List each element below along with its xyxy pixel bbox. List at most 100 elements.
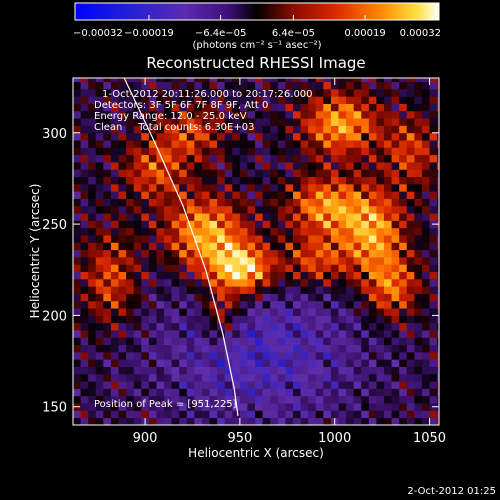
heatmap-cell	[126, 205, 135, 214]
heatmap-cell	[255, 132, 264, 141]
heatmap-cell	[429, 118, 438, 126]
heatmap-cell	[308, 366, 317, 375]
heatmap-cell	[80, 388, 89, 397]
heatmap-cell	[126, 249, 135, 258]
heatmap-cell	[217, 81, 226, 90]
heatmap-cell	[300, 242, 309, 251]
heatmap-cell	[399, 213, 408, 221]
heatmap-cell	[164, 322, 173, 331]
heatmap-cell	[156, 103, 165, 112]
heatmap-cell	[285, 403, 294, 411]
heatmap-cell	[338, 154, 347, 163]
heatmap-cell	[399, 373, 408, 382]
heatmap-cell	[103, 118, 112, 126]
heatmap-cell	[179, 88, 188, 97]
heatmap-cell	[224, 88, 233, 97]
heatmap-cell	[300, 395, 309, 404]
heatmap-cell	[330, 235, 339, 243]
heatmap-cell	[368, 242, 377, 251]
heatmap-cell	[429, 140, 438, 148]
heatmap-cell	[148, 344, 157, 353]
heatmap-cell	[330, 227, 339, 236]
heatmap-cell	[338, 271, 347, 280]
heatmap-cell	[255, 330, 264, 338]
heatmap-cell	[330, 395, 339, 404]
heatmap-cell	[247, 403, 256, 411]
heatmap-cell	[323, 176, 332, 185]
heatmap-cell	[247, 344, 256, 353]
heatmap-cell	[224, 81, 233, 90]
heatmap-cell	[232, 381, 241, 389]
heatmap-cell	[323, 381, 332, 389]
heatmap-cell	[103, 176, 112, 185]
heatmap-cell	[239, 213, 248, 221]
heatmap-cell	[217, 213, 226, 221]
heatmap-cell	[73, 162, 81, 170]
heatmap-cell	[323, 395, 332, 404]
heatmap-cell	[323, 213, 332, 221]
heatmap-cell	[156, 249, 165, 258]
heatmap-cell	[270, 140, 279, 148]
heatmap-cell	[201, 330, 210, 338]
heatmap-cell	[126, 147, 135, 156]
heatmap-cell	[88, 154, 97, 163]
heatmap-cell	[201, 205, 210, 214]
heatmap-cell	[194, 88, 203, 97]
heatmap-cell	[156, 162, 165, 170]
heatmap-cell	[353, 96, 362, 104]
heatmap-cell	[346, 373, 355, 382]
heatmap-cell	[224, 198, 233, 207]
heatmap-cell	[95, 308, 104, 316]
heatmap-cell	[429, 337, 438, 346]
heatmap-cell	[376, 88, 385, 97]
heatmap-cell	[255, 235, 264, 243]
heatmap-cell	[232, 227, 241, 236]
heatmap-cell	[384, 205, 392, 214]
heatmap-cell	[315, 140, 324, 148]
heatmap-cell	[255, 322, 264, 331]
heatmap-cell	[330, 125, 339, 134]
heatmap-cell	[148, 381, 157, 389]
heatmap-cell	[292, 315, 301, 324]
heatmap-cell	[361, 96, 370, 104]
heatmap-cell	[95, 235, 104, 243]
heatmap-cell	[247, 140, 256, 148]
heatmap-cell	[338, 220, 347, 229]
heatmap-cell	[437, 278, 439, 287]
heatmap-cell	[376, 300, 385, 309]
heatmap-cell	[239, 264, 248, 272]
heatmap-cell	[292, 344, 301, 353]
heatmap-cell	[126, 381, 135, 389]
heatmap-cell	[80, 205, 89, 214]
heatmap-cell	[103, 103, 112, 112]
heatmap-cell	[133, 351, 142, 360]
heatmap-cell	[353, 162, 362, 170]
heatmap-cell	[330, 96, 339, 104]
heatmap-cell	[406, 308, 415, 316]
heatmap-cell	[201, 198, 210, 207]
heatmap-cell	[118, 154, 127, 163]
heatmap-cell	[292, 264, 301, 272]
heatmap-cell	[224, 256, 233, 265]
heatmap-cell	[133, 162, 142, 170]
heatmap-cell	[399, 388, 408, 397]
heatmap-cell	[209, 322, 218, 331]
heatmap-cell	[255, 88, 264, 97]
heatmap-cell	[186, 315, 195, 324]
heatmap-cell	[270, 315, 279, 324]
heatmap-cell	[391, 220, 400, 229]
heatmap-cell	[156, 154, 165, 163]
heatmap-cell	[330, 344, 339, 353]
heatmap-cell	[315, 286, 324, 294]
heatmap-cell	[368, 191, 377, 199]
heatmap-cell	[368, 351, 377, 360]
heatmap-cell	[118, 315, 127, 324]
heatmap-cell	[194, 96, 203, 104]
heatmap-cell	[338, 81, 347, 90]
heatmap-cell	[300, 366, 309, 375]
heatmap-cell	[323, 169, 332, 178]
heatmap-cell	[201, 388, 210, 397]
heatmap-cell	[224, 103, 233, 112]
heatmap-cell	[391, 118, 400, 126]
heatmap-cell	[126, 176, 135, 185]
